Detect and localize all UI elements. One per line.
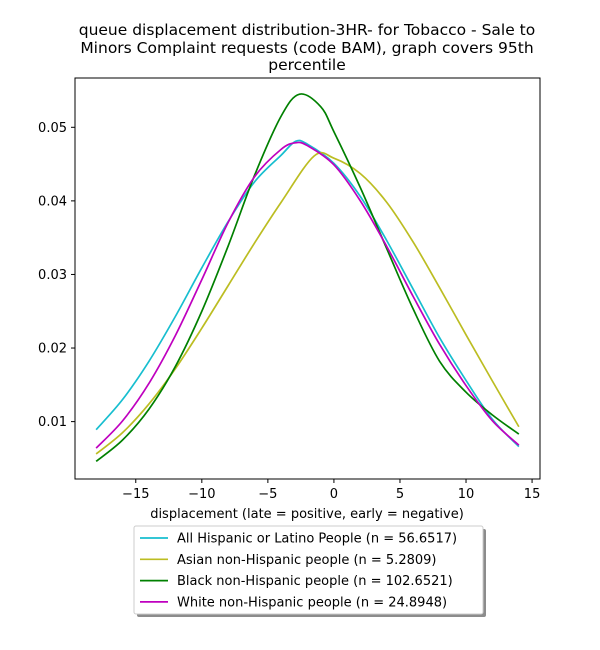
series-lines	[95, 93, 520, 463]
legend-label-3: White non-Hispanic people (n = 24.8948)	[177, 595, 447, 610]
x-tick-label: 10	[458, 487, 475, 502]
y-tick-label: 0.02	[38, 342, 67, 357]
x-tick-label: −15	[122, 487, 149, 502]
x-tick-label: −5	[258, 487, 277, 502]
chart-title-line-1: queue displacement distribution-3HR- for…	[79, 21, 536, 39]
legend-label-0: All Hispanic or Latino People (n = 56.65…	[177, 532, 457, 547]
x-tick-label: 15	[524, 487, 541, 502]
plot-frame	[74, 77, 541, 480]
plot-area: −15 −10 −5 0 5 10 15 0.01 0.02 0.03 0.04 0.05	[38, 77, 541, 502]
legend-items: All Hispanic or Latino People (n = 56.65…	[140, 532, 457, 610]
y-tick-label: 0.04	[38, 194, 67, 209]
series-line-3	[95, 141, 520, 449]
series-line-1	[95, 151, 520, 455]
legend-box	[133, 525, 484, 615]
legend-label-1: Asian non-Hispanic people (n = 5.2809)	[177, 553, 436, 568]
y-tick-label: 0.01	[38, 415, 67, 430]
series-line-0	[95, 139, 520, 448]
x-tick-label: 5	[396, 487, 404, 502]
chart-title-line-2: Minors Complaint requests (code BAM), gr…	[80, 39, 533, 57]
legend: All Hispanic or Latino People (n = 56.65…	[133, 525, 486, 617]
x-axis-label: displacement (late = positive, early = n…	[150, 507, 464, 522]
y-tick-label: 0.03	[38, 268, 67, 283]
x-axis-ticks: −15 −10 −5 0 5 10 15	[122, 479, 540, 502]
x-tick-label: −10	[188, 487, 215, 502]
legend-label-2: Black non-Hispanic people (n = 102.6521)	[177, 574, 453, 589]
x-tick-label: 0	[330, 487, 338, 502]
series-line-2	[95, 93, 520, 463]
chart-title-line-3: percentile	[268, 56, 346, 74]
y-axis-ticks: 0.01 0.02 0.03 0.04 0.05	[38, 121, 75, 430]
y-tick-label: 0.05	[38, 121, 67, 136]
